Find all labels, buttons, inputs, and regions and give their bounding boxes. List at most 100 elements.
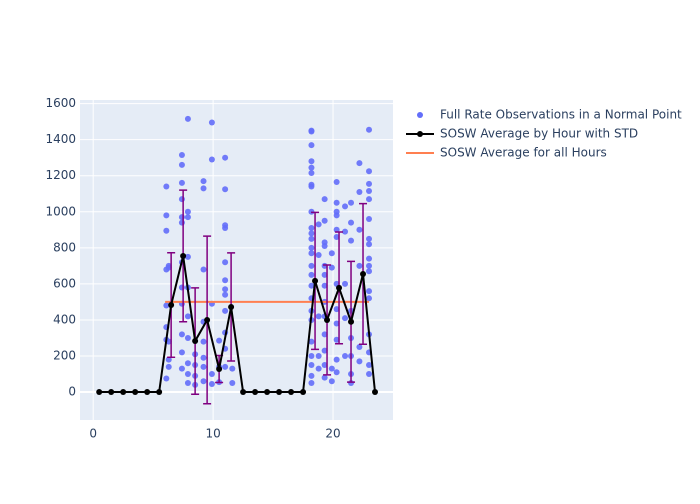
- data-point: [366, 295, 373, 302]
- line-marker: [276, 389, 283, 396]
- data-point: [200, 178, 207, 185]
- data-point: [208, 156, 215, 163]
- data-point: [366, 262, 373, 269]
- data-point: [178, 214, 185, 221]
- data-point: [178, 161, 185, 168]
- data-point: [348, 219, 355, 226]
- data-point: [333, 212, 340, 219]
- data-point: [366, 168, 373, 175]
- data-point: [178, 219, 185, 226]
- data-point: [356, 343, 363, 350]
- data-point: [184, 214, 191, 221]
- data-point: [308, 250, 315, 257]
- data-point: [356, 226, 363, 233]
- data-point: [342, 203, 349, 210]
- data-point: [165, 363, 172, 370]
- data-point: [321, 282, 328, 289]
- data-point: [200, 378, 207, 385]
- data-point: [308, 225, 315, 231]
- data-point: [163, 183, 170, 190]
- line-marker: [228, 303, 235, 310]
- line-marker: [120, 389, 127, 396]
- data-point: [366, 235, 373, 242]
- data-point: [333, 320, 340, 327]
- legend-label: SOSW Average by Hour with STD: [440, 127, 638, 141]
- data-point: [184, 371, 191, 378]
- data-point: [366, 196, 373, 203]
- line-marker: [372, 389, 379, 396]
- data-point: [348, 237, 355, 244]
- data-point: [342, 228, 349, 235]
- data-point: [178, 365, 185, 372]
- data-point: [178, 349, 185, 356]
- data-point: [308, 380, 315, 387]
- data-point: [178, 151, 185, 158]
- data-point: [366, 180, 373, 187]
- x-tick-label: 10: [205, 427, 220, 441]
- line-marker: [156, 389, 163, 396]
- line-marker: [252, 389, 259, 396]
- data-point: [321, 362, 328, 369]
- data-point: [308, 338, 315, 345]
- data-point: [366, 288, 373, 295]
- plot-area: [80, 100, 393, 420]
- y-tick-label: 800: [53, 240, 76, 254]
- line-marker: [132, 389, 139, 396]
- y-tick-label: 1200: [45, 168, 76, 182]
- y-tick-label: 0: [68, 385, 76, 399]
- data-point: [315, 313, 322, 320]
- data-point: [222, 225, 229, 231]
- line-marker: [144, 389, 151, 396]
- data-point: [321, 374, 328, 381]
- y-tick-label: 600: [53, 276, 76, 290]
- legend-symbol: [417, 131, 423, 137]
- data-point: [308, 235, 315, 242]
- data-point: [315, 353, 322, 359]
- data-point: [333, 199, 340, 206]
- data-point: [308, 262, 315, 269]
- data-point: [165, 356, 172, 363]
- line-marker: [312, 277, 319, 284]
- line-marker: [192, 338, 199, 345]
- data-point: [200, 363, 207, 370]
- data-point: [178, 284, 185, 291]
- data-point: [366, 188, 373, 195]
- data-point: [356, 188, 363, 195]
- y-tick-label: 1600: [45, 96, 76, 110]
- line-marker: [348, 318, 355, 325]
- data-point: [222, 186, 229, 193]
- legend-label: SOSW Average for all Hours: [440, 146, 607, 160]
- data-point: [163, 375, 170, 382]
- data-point: [222, 307, 229, 314]
- data-point: [184, 380, 191, 387]
- data-point: [308, 230, 315, 237]
- y-tick-label: 400: [53, 312, 76, 326]
- data-point: [308, 142, 315, 149]
- data-point: [184, 334, 191, 341]
- data-point: [356, 262, 363, 269]
- line-marker: [336, 284, 343, 291]
- data-point: [222, 363, 229, 370]
- data-point: [163, 212, 170, 219]
- data-point: [328, 365, 335, 372]
- data-point: [308, 170, 315, 177]
- legend-label: Full Rate Observations in a Normal Point: [440, 108, 682, 122]
- data-point: [200, 354, 207, 361]
- data-point: [229, 365, 236, 372]
- y-tick-label: 200: [53, 349, 76, 363]
- line-marker: [96, 389, 103, 396]
- data-point: [308, 362, 315, 369]
- y-tick-label: 1400: [45, 132, 76, 146]
- data-point: [222, 259, 229, 266]
- data-point: [333, 356, 340, 363]
- data-point: [308, 244, 315, 251]
- data-point: [184, 115, 191, 122]
- data-point: [222, 286, 229, 293]
- data-point: [366, 255, 373, 262]
- data-point: [178, 196, 185, 203]
- legend-symbol: [417, 112, 423, 118]
- data-point: [315, 365, 322, 372]
- data-point: [222, 291, 229, 298]
- data-point: [222, 277, 229, 284]
- line-marker: [324, 316, 331, 323]
